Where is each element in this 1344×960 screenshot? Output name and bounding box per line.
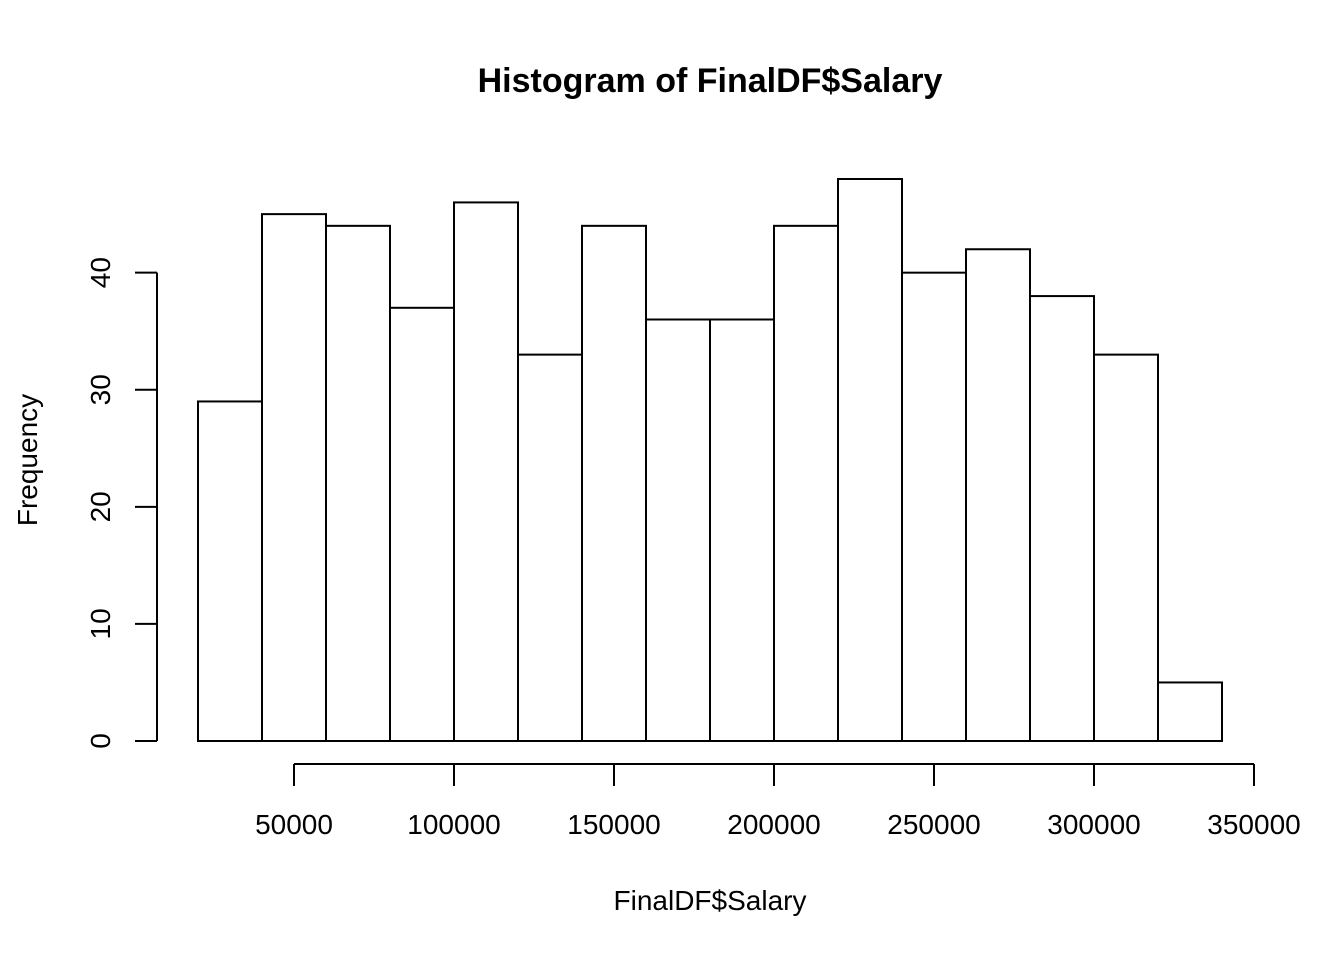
- histogram-bar-7: [645, 318, 711, 742]
- bars-group: [197, 178, 1223, 743]
- histogram-bar-11: [901, 271, 967, 742]
- y-tick-label-3: 30: [85, 374, 116, 405]
- x-tick-label-5: 300000: [1047, 809, 1140, 840]
- y-tick-label-4: 40: [85, 257, 116, 288]
- histogram-bar-14: [1093, 353, 1159, 742]
- histogram-bar-9: [773, 224, 839, 743]
- x-tick-label-3: 200000: [727, 809, 820, 840]
- y-tick-label-0: 0: [85, 733, 116, 749]
- x-tick-label-1: 100000: [407, 809, 500, 840]
- histogram-bar-2: [325, 224, 391, 743]
- x-axis-title: FinalDF$Salary: [614, 885, 807, 916]
- histogram-bar-0: [197, 400, 263, 742]
- x-tick-label-4: 250000: [887, 809, 980, 840]
- histogram-bar-1: [261, 213, 327, 742]
- histogram-bar-13: [1029, 295, 1095, 742]
- chart-title: Histogram of FinalDF$Salary: [478, 62, 943, 100]
- histogram-bar-5: [517, 353, 583, 742]
- histogram-bar-6: [581, 224, 647, 743]
- histogram-bar-3: [389, 306, 455, 742]
- x-tick-label-6: 350000: [1207, 809, 1300, 840]
- y-axis-title: Frequency: [12, 394, 43, 526]
- histogram-bar-10: [837, 178, 903, 742]
- histogram-bar-15: [1157, 681, 1223, 742]
- x-tick-label-0: 50000: [255, 809, 333, 840]
- y-axis: 0 10 20 30 40: [85, 257, 158, 749]
- x-axis: 50000 100000 150000 200000 250000 300000 35000…: [255, 763, 1301, 840]
- x-tick-label-2: 150000: [567, 809, 660, 840]
- histogram-bar-8: [709, 318, 775, 742]
- histogram-bar-4: [453, 201, 519, 742]
- y-tick-label-1: 10: [85, 608, 116, 639]
- y-tick-label-2: 20: [85, 491, 116, 522]
- histogram-bar-12: [965, 248, 1031, 742]
